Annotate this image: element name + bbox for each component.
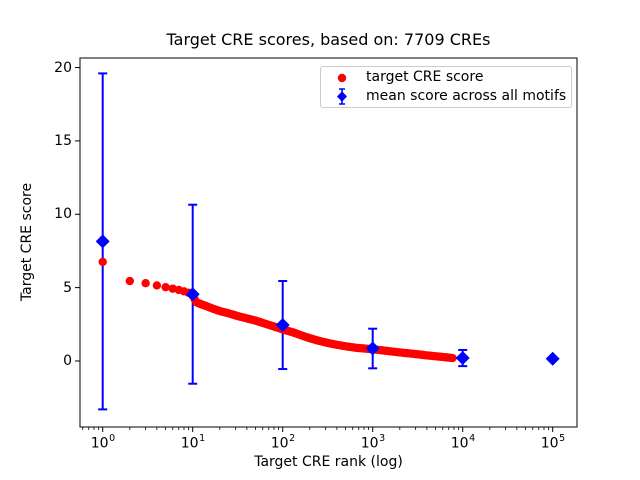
x-tick-label: 105 xyxy=(540,433,566,452)
mean-diamond xyxy=(365,341,380,356)
x-axis-label: Target CRE rank (log) xyxy=(254,454,403,470)
legend: target CRE score mean score across all m… xyxy=(320,66,572,108)
red-dot xyxy=(448,353,457,363)
red-dot xyxy=(161,282,170,292)
y-tick-label: 5 xyxy=(63,279,72,296)
blue-diamond-errorbar-icon xyxy=(327,87,357,106)
y-tick-label: 0 xyxy=(63,352,72,369)
red-dot xyxy=(152,281,162,290)
mean-diamond xyxy=(455,351,470,366)
mean-diamond xyxy=(545,351,560,366)
y-axis-label: Target CRE score xyxy=(19,182,35,302)
mean-diamond xyxy=(275,318,290,333)
legend-entry-target-score: target CRE score xyxy=(321,68,571,87)
legend-red-dot xyxy=(337,73,347,82)
red-circle-icon xyxy=(327,71,357,85)
x-tick-label: 102 xyxy=(270,433,296,452)
x-tick-label: 100 xyxy=(90,433,116,452)
x-tick-label: 101 xyxy=(180,433,206,452)
chart-title: Target CRE scores, based on: 7709 CREs xyxy=(166,30,491,49)
mean-diamond xyxy=(95,234,110,249)
legend-label-target-score: target CRE score xyxy=(366,69,484,85)
y-tick-label: 20 xyxy=(54,59,72,76)
axes-box xyxy=(79,57,578,428)
x-tick-label: 103 xyxy=(360,433,386,452)
y-tick-label: 15 xyxy=(54,132,72,149)
legend-blue-diamond xyxy=(337,91,347,102)
x-tick-label: 104 xyxy=(450,433,476,452)
mean-diamond xyxy=(185,287,200,302)
red-dot xyxy=(98,257,107,267)
red-dot xyxy=(141,279,150,288)
y-tick-label: 10 xyxy=(54,206,72,223)
red-dot xyxy=(125,276,134,286)
legend-entry-mean-score: mean score across all motifs xyxy=(321,87,571,106)
legend-label-mean-score: mean score across all motifs xyxy=(366,88,567,104)
